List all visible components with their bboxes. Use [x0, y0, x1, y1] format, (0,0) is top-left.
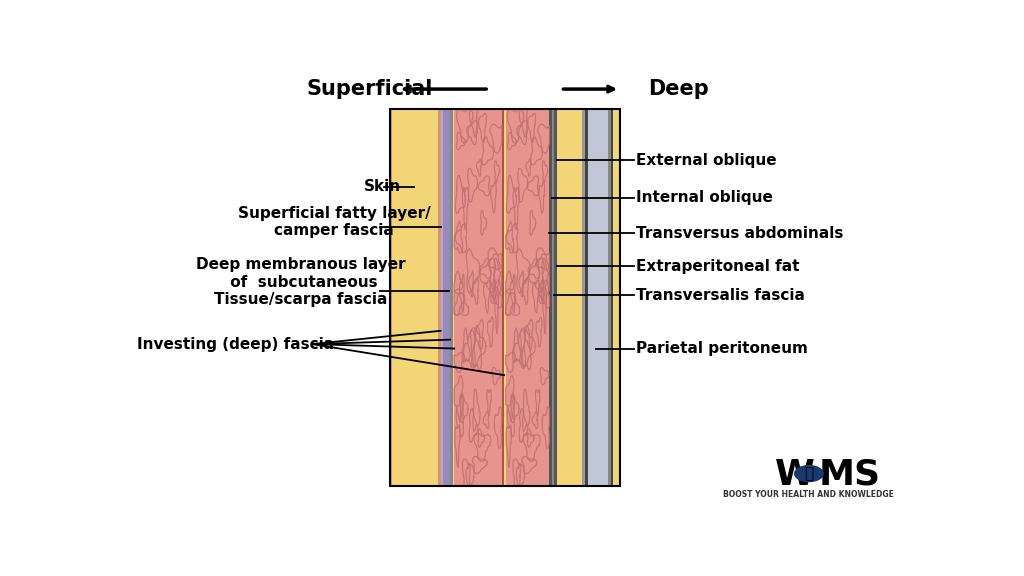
Bar: [451, 109, 453, 486]
Bar: [504, 109, 506, 486]
Text: Superficial: Superficial: [307, 79, 433, 99]
Bar: [502, 109, 504, 486]
Bar: [588, 109, 608, 486]
Bar: [550, 109, 552, 486]
Bar: [453, 109, 455, 486]
Text: Investing (deep) fascia: Investing (deep) fascia: [136, 336, 334, 351]
Bar: [585, 109, 588, 486]
Bar: [554, 109, 557, 486]
Bar: [440, 109, 443, 486]
Bar: [610, 109, 613, 486]
Bar: [613, 109, 620, 486]
Text: Superficial fatty layer/
camper fascia: Superficial fatty layer/ camper fascia: [238, 206, 431, 238]
Text: Extraperitoneal fat: Extraperitoneal fat: [636, 259, 800, 274]
Bar: [552, 109, 554, 486]
Text: BOOST YOUR HEALTH AND KNOWLEDGE: BOOST YOUR HEALTH AND KNOWLEDGE: [724, 490, 894, 499]
Bar: [506, 109, 550, 486]
Text: Transversus abdominals: Transversus abdominals: [636, 226, 844, 241]
Text: W: W: [775, 458, 814, 492]
Text: External oblique: External oblique: [636, 153, 776, 168]
Text: 🌍: 🌍: [804, 466, 813, 481]
Bar: [582, 109, 585, 486]
Text: Deep membranous layer
 of  subcutaneous
Tissue/scarpa fascia: Deep membranous layer of subcutaneous Ti…: [197, 257, 406, 307]
Text: Deep: Deep: [648, 79, 709, 99]
Bar: [438, 109, 440, 486]
Bar: [557, 109, 582, 486]
Bar: [443, 109, 451, 486]
Bar: [455, 109, 502, 486]
Bar: [390, 109, 621, 486]
Text: Internal oblique: Internal oblique: [636, 190, 773, 205]
Bar: [390, 109, 392, 486]
Text: Transversalis fascia: Transversalis fascia: [636, 288, 805, 303]
Bar: [392, 109, 438, 486]
Bar: [608, 109, 610, 486]
Text: Skin: Skin: [364, 179, 400, 194]
Circle shape: [795, 465, 823, 482]
Text: Parietal peritoneum: Parietal peritoneum: [636, 341, 808, 356]
Text: MS: MS: [818, 458, 881, 492]
